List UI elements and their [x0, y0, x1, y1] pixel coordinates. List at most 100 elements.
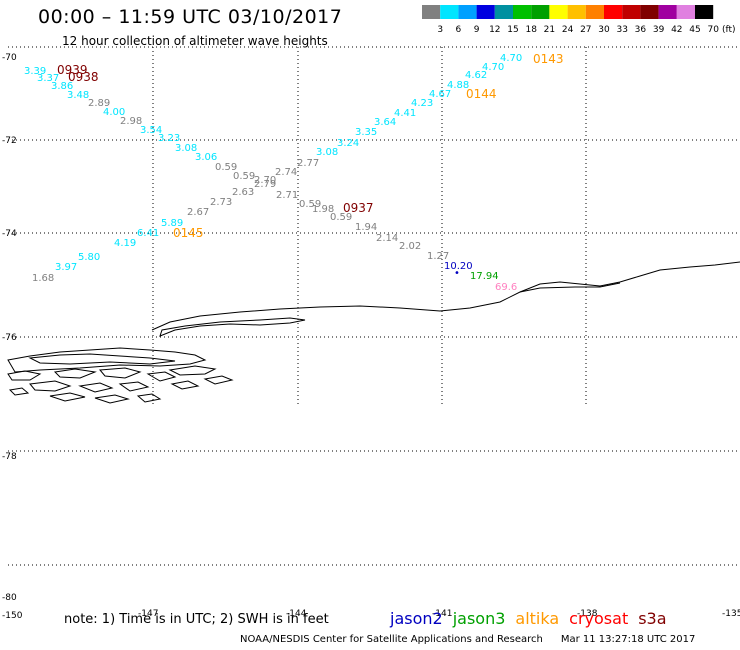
colorbar-label: 30 [598, 25, 610, 35]
colorbar-label: 45 [689, 25, 700, 35]
colorbar-label: 36 [635, 25, 647, 35]
time-label: 0145 [173, 226, 204, 240]
colorbar-swatch [549, 5, 568, 19]
colorbar-label: 33 [616, 25, 627, 35]
lon-label: -150 [2, 611, 23, 621]
wave-height-label: 6.41 [137, 228, 159, 239]
lat-label: -72 [2, 136, 17, 146]
colorbar-swatch [567, 5, 586, 19]
lat-label: -70 [2, 53, 17, 63]
page-subtitle: 12 hour collection of altimeter wave hei… [62, 34, 328, 48]
colorbar-swatch [604, 5, 623, 19]
color-scale-bar: 3 6 9 12 15 18 21 24 27 30 33 36 39 42 45 70 (ft) [422, 5, 736, 35]
coastline [7, 261, 740, 404]
colorbar-unit: (ft) [722, 25, 736, 35]
wave-height-label: 0.59 [233, 171, 255, 182]
colorbar-swatch [476, 5, 495, 19]
page-title: 00:00 – 11:59 UTC 03/10/2017 [38, 6, 343, 28]
time-label: 0143 [533, 52, 564, 66]
wave-height-label: 1.94 [355, 222, 377, 233]
wave-height-label: 4.19 [114, 238, 136, 249]
colorbar-swatch [531, 5, 550, 19]
wave-height-label: 3.97 [55, 262, 77, 273]
lat-label: -80 [2, 593, 17, 603]
lon-label: -141 [432, 609, 452, 619]
wave-height-label: 2.79 [254, 179, 276, 190]
colorbar-swatch [640, 5, 659, 19]
wave-height-label: 3.35 [355, 127, 377, 138]
colorbar-label: 15 [507, 25, 518, 35]
wave-height-label: 4.41 [394, 108, 416, 119]
legend-cryosat: cryosat [569, 609, 629, 628]
lon-label: -147 [138, 609, 158, 619]
legend-s3a: s3a [638, 609, 667, 628]
wave-height-label: 3.86 [51, 81, 73, 92]
colorbar-label: 21 [544, 25, 555, 35]
wave-height-label: 3.37 [37, 73, 59, 84]
wave-height-label: 2.70 [254, 175, 276, 186]
colorbar-label: 39 [653, 25, 665, 35]
satellite-legend: jason2 jason3 altika cryosat s3a [390, 609, 677, 628]
wave-height-label: 3.24 [337, 138, 359, 149]
colorbar-label: 42 [671, 25, 682, 35]
wave-height-label: 3.23 [158, 133, 180, 144]
wave-height-label: 4.00 [103, 107, 125, 118]
colorbar-label: 18 [525, 25, 537, 35]
colorbar-label: 6 [456, 25, 462, 35]
wave-height-label: 5.89 [161, 218, 183, 229]
wave-height-label: 4.70 [500, 53, 522, 64]
wave-height-label: 4.23 [411, 98, 433, 109]
legend-jason3: jason3 [452, 609, 506, 628]
legend-jason2: jason2 [390, 609, 443, 628]
lat-label: -74 [2, 229, 17, 239]
colorbar-swatch [422, 5, 441, 19]
wave-height-label: 3.08 [316, 147, 338, 158]
time-label: 0937 [343, 201, 374, 215]
wave-height-label: 2.73 [210, 197, 232, 208]
wave-height-label: 2.67 [187, 207, 209, 218]
track-marker: • [454, 268, 460, 279]
wave-height-label: 3.54 [140, 125, 162, 136]
wave-height-label: 2.02 [399, 241, 421, 252]
colorbar-swatch [458, 5, 477, 19]
legend-altika: altika [515, 609, 560, 628]
colorbar-label: 70 [707, 25, 719, 35]
lon-label: -135 [722, 609, 740, 619]
wave-height-label: 4.62 [465, 70, 487, 81]
credits-timestamp: Mar 11 13:27:18 UTC 2017 [560, 634, 696, 645]
colorbar-swatch [585, 5, 604, 19]
wave-height-label: 1.27 [427, 251, 449, 262]
colorbar-label: 27 [580, 25, 591, 35]
wave-height-label: 2.71 [276, 190, 298, 201]
time-label: 0144 [466, 87, 497, 101]
colorbar-label: 24 [562, 25, 574, 35]
wave-height-label: 69.6 [495, 282, 517, 293]
wave-height-label: 2.63 [232, 187, 254, 198]
time-label: 0938 [68, 70, 99, 84]
colorbar-swatch [695, 5, 714, 19]
colorbar-swatch [440, 5, 459, 19]
colorbar-swatch [676, 5, 695, 19]
wave-height-label: 3.08 [175, 143, 197, 154]
wave-height-label: 4.88 [447, 80, 469, 91]
colorbar-label: 3 [437, 25, 443, 35]
wave-height-label: 4.67 [429, 89, 451, 100]
wave-height-label: 3.48 [67, 90, 89, 101]
colorbar-swatch [494, 5, 513, 19]
credits-center: NOAA/NESDIS Center for Satellite Applica… [240, 634, 543, 645]
wave-height-label: 0.59 [330, 212, 352, 223]
wave-height-label: 3.06 [195, 152, 217, 163]
colorbar-swatch [622, 5, 641, 19]
lon-label: -138 [577, 609, 598, 619]
colorbar-label: 9 [474, 25, 480, 35]
wave-height-label: 2.77 [297, 158, 319, 169]
note-text: note: 1) Time is in UTC; 2) SWH is in fe… [64, 612, 329, 627]
credits-line: NOAA/NESDIS Center for Satellite Applica… [240, 634, 713, 645]
wave-height-label: 4.70 [482, 62, 504, 73]
map-grid [8, 46, 740, 566]
wave-height-label: 2.89 [88, 98, 110, 109]
wave-height-label: 3.39 [24, 66, 46, 77]
lat-label: -78 [2, 452, 17, 462]
wave-height-label: 2.74 [275, 167, 297, 178]
